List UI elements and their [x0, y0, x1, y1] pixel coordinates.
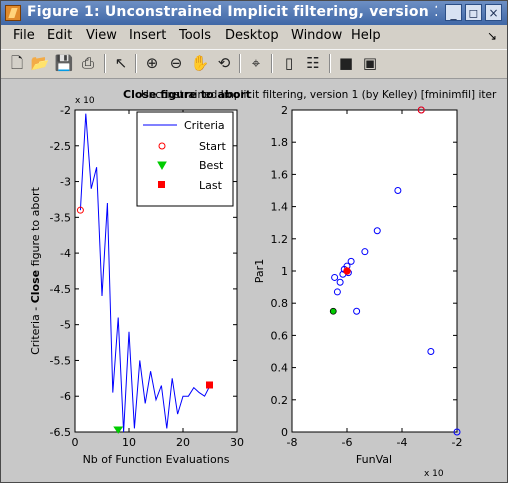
right-y-tick-label: 1.4: [271, 201, 289, 214]
start-marker: [76, 206, 84, 214]
rotate-3d-icon[interactable]: ⟲: [217, 54, 231, 72]
menu-file[interactable]: File: [13, 28, 35, 43]
right-y-tick-label: 1.6: [271, 168, 289, 181]
menu-desktop[interactable]: Desktop: [225, 28, 279, 43]
legend-icon[interactable]: ☷: [306, 54, 320, 72]
par1-point: [427, 348, 435, 355]
legend-entry-best: Best: [199, 159, 224, 172]
left-y-tick-label: -2: [60, 104, 71, 117]
right-plot-area: [291, 109, 458, 433]
zoom-out-icon[interactable]: ⊖: [169, 54, 183, 72]
data-cursor-icon[interactable]: ⌖: [251, 54, 261, 72]
par1-point: [373, 227, 381, 235]
hide-plot-tools-icon[interactable]: ■: [338, 54, 354, 72]
right-x-tick-label: -4: [397, 436, 408, 449]
matlab-logo-icon: [5, 5, 21, 21]
right-y-tick-label: 2: [281, 104, 288, 117]
criteria-line: [79, 113, 211, 433]
menu-window[interactable]: Window: [291, 28, 343, 43]
left-x-axis-label: Nb of Function Evaluations: [83, 453, 230, 466]
right-y-tick-label: 0.8: [271, 297, 289, 310]
par1-point: [394, 187, 402, 194]
par1-point: [361, 248, 369, 256]
right-x-exponent: x 10: [424, 469, 444, 479]
toolbar: 🗋 📂 💾 ⎙ ↖ ⊕ ⊖ ✋ ⟲ ⌖ ▯ ☷ ■ ▣: [1, 49, 507, 79]
right-y-axis-label: Par1: [253, 259, 266, 283]
menu-help[interactable]: Help: [351, 28, 381, 43]
zoom-in-icon[interactable]: ⊕: [145, 54, 159, 72]
menu-view[interactable]: View: [86, 28, 117, 43]
right-x-axis-label: FunVal: [356, 453, 392, 466]
right-x-tick-label: -8: [287, 436, 298, 449]
maximize-button[interactable]: ◻: [465, 4, 482, 21]
right-x-tick-label: -6: [342, 436, 353, 449]
best-marker: [113, 426, 124, 434]
left-y-tick-label: -2.5: [50, 140, 71, 153]
par1-point: [347, 257, 355, 265]
figure-overlay-title: Close figure to abort: [123, 88, 251, 101]
legend[interactable]: Criteria Start Best Last: [136, 111, 234, 207]
left-y-tick-label: -6: [60, 390, 71, 403]
menu-bar: File Edit View Insert Tools Desktop Wind…: [1, 26, 507, 47]
left-y-tick-label: -4: [60, 247, 71, 260]
legend-entry-start: Start: [199, 140, 227, 153]
menu-tools[interactable]: Tools: [179, 28, 212, 43]
left-x-tick-label: 10: [122, 436, 136, 449]
window-title: Figure 1: Unconstrained Implicit filteri…: [27, 4, 437, 20]
save-icon[interactable]: 💾: [54, 54, 74, 72]
last-marker: [343, 267, 351, 275]
left-x-tick-label: 30: [230, 436, 244, 449]
start-marker: [417, 106, 425, 114]
left-y-tick-label: -5: [60, 319, 71, 332]
legend-entry-last: Last: [199, 179, 223, 192]
print-icon[interactable]: ⎙: [81, 54, 94, 72]
colorbar-icon[interactable]: ▯: [284, 54, 294, 72]
dock-arrow-icon[interactable]: ↘: [486, 29, 497, 43]
right-y-tick-label: 0.2: [271, 394, 289, 407]
left-y-axis-label: Criteria - Close figure to abort: [29, 186, 42, 354]
new-figure-icon[interactable]: 🗋: [10, 54, 24, 72]
left-y-tick-label: -3.5: [50, 211, 71, 224]
par1-point: [353, 307, 361, 315]
menu-insert[interactable]: Insert: [129, 28, 167, 43]
right-y-tick-label: 0: [281, 426, 288, 439]
criteria-axes[interactable]: 0 10 20 30 -2 -2.5 -3 -3.5 -4 -4.5 -5 -5.5 -6 -6.5 Cr…: [29, 96, 244, 466]
select-arrow-icon[interactable]: ↖: [114, 54, 128, 72]
left-x-tick-label: 20: [176, 436, 190, 449]
last-marker: [206, 381, 213, 389]
open-icon[interactable]: 📂: [30, 54, 50, 72]
figure-canvas: Close figure to abort Unconstrained Impl…: [1, 79, 507, 482]
left-y-tick-label: -3: [60, 176, 71, 189]
pan-hand-icon[interactable]: ✋: [190, 54, 210, 72]
left-x-tick-label: 0: [72, 436, 79, 449]
legend-entry-criteria: Criteria: [184, 119, 225, 132]
left-y-tick-label: -6.5: [50, 426, 71, 439]
right-y-tick-label: 1: [281, 265, 288, 278]
figure-overlay-title-right: Unconstrained Implicit filtering, versio…: [141, 89, 497, 101]
par1-point: [333, 288, 341, 296]
right-y-tick-label: 0.4: [271, 362, 289, 375]
right-x-tick-label: -2: [452, 436, 463, 449]
par1-point: [336, 278, 344, 286]
title-bar[interactable]: Figure 1: Unconstrained Implicit filteri…: [1, 1, 507, 25]
right-y-tick-label: 0.6: [271, 329, 289, 342]
par1-axes[interactable]: -8 -6 -4 -2 0 0.2 0.4 0.6 0.8 1 1.2 1.4 1.6 1.8 2 FunV…: [253, 104, 462, 479]
minimize-button[interactable]: _: [445, 4, 462, 21]
left-y-tick-label: -5.5: [50, 354, 71, 367]
left-y-exponent: x 10: [75, 96, 95, 106]
left-y-tick-label: -4.5: [50, 283, 71, 296]
par1-point: [453, 428, 461, 436]
par1-point: [331, 273, 339, 281]
close-button[interactable]: ×: [485, 4, 502, 21]
show-plot-tools-icon[interactable]: ▣: [362, 54, 378, 72]
right-y-tick-label: 1.2: [271, 233, 289, 246]
menu-edit[interactable]: Edit: [47, 28, 73, 43]
right-y-tick-label: 1.8: [271, 136, 289, 149]
best-marker: [329, 307, 337, 315]
